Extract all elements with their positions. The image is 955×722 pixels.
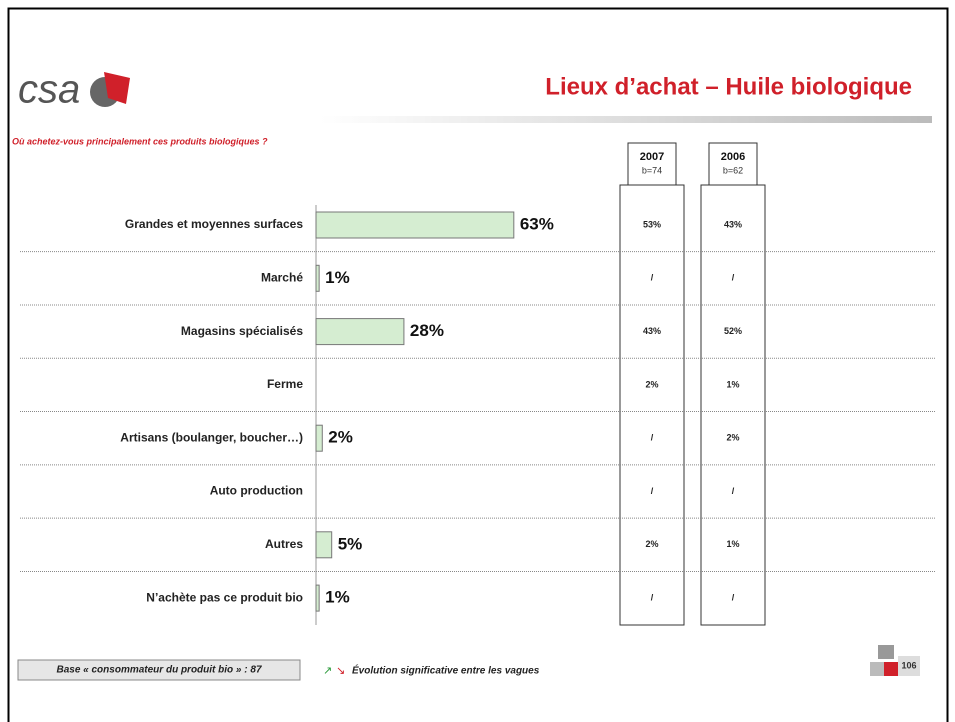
question: Où achetez-vous principalement ces produ… bbox=[12, 136, 268, 146]
bar bbox=[315, 531, 333, 559]
bar bbox=[315, 424, 323, 452]
category-label: Auto production bbox=[210, 484, 303, 498]
column-value: / bbox=[651, 433, 654, 443]
column-value: 2% bbox=[645, 379, 658, 389]
base-note: Base « consommateur du produit bio » : 8… bbox=[56, 665, 261, 676]
slide-frame bbox=[7, 7, 949, 722]
column-value: 2% bbox=[726, 433, 739, 443]
column-value: / bbox=[732, 486, 735, 496]
column-value: 53% bbox=[643, 219, 661, 229]
value-label: 1% bbox=[325, 588, 350, 607]
column-base: b=62 bbox=[723, 165, 743, 175]
page-icon bbox=[870, 662, 884, 676]
bar bbox=[315, 264, 320, 292]
column-value: / bbox=[732, 592, 735, 602]
logo-icon bbox=[104, 72, 130, 104]
column-value: 2% bbox=[645, 539, 658, 549]
column-value: / bbox=[651, 592, 654, 602]
logo-text: csa bbox=[18, 68, 80, 112]
column-value: 43% bbox=[643, 326, 661, 336]
value-label: 5% bbox=[338, 534, 363, 553]
column-year: 2007 bbox=[640, 151, 664, 163]
column-box bbox=[700, 184, 766, 626]
column-value: 1% bbox=[726, 539, 739, 549]
column-header bbox=[627, 142, 677, 186]
value-label: 1% bbox=[325, 268, 350, 287]
page-icon bbox=[898, 656, 920, 676]
base-box bbox=[17, 659, 301, 681]
arrow-down: ↘ bbox=[336, 665, 345, 677]
column-value: / bbox=[651, 486, 654, 496]
arrow-up: ↗ bbox=[323, 665, 332, 677]
column-value: 43% bbox=[724, 219, 742, 229]
category-label: Marché bbox=[261, 270, 303, 284]
column-value: 1% bbox=[726, 379, 739, 389]
category-label: Magasins spécialisés bbox=[181, 324, 303, 338]
bar bbox=[315, 211, 515, 239]
column-base: b=74 bbox=[642, 165, 662, 175]
column-value: / bbox=[732, 273, 735, 283]
column-value: 52% bbox=[724, 326, 742, 336]
value-label: 63% bbox=[520, 214, 554, 233]
category-label: Autres bbox=[265, 537, 303, 551]
category-label: Artisans (boulanger, boucher…) bbox=[120, 430, 303, 444]
column-year: 2006 bbox=[721, 151, 745, 163]
value-label: 2% bbox=[328, 428, 353, 447]
column-box bbox=[619, 184, 685, 626]
title-rule bbox=[320, 116, 932, 123]
column-value: / bbox=[651, 273, 654, 283]
column-header bbox=[708, 142, 758, 186]
value-label: 28% bbox=[410, 321, 444, 340]
category-label: Grandes et moyennes surfaces bbox=[125, 217, 303, 231]
bar bbox=[315, 318, 405, 346]
page-number: 106 bbox=[901, 660, 916, 670]
bar bbox=[315, 584, 320, 612]
page-icon bbox=[878, 645, 894, 659]
category-label: Ferme bbox=[267, 377, 303, 391]
category-label: N’achète pas ce produit bio bbox=[146, 590, 303, 604]
page-icon bbox=[884, 662, 898, 676]
legend-note: Évolution significative entre les vagues bbox=[352, 664, 540, 677]
title: Lieux d’achat – Huile biologique bbox=[545, 73, 912, 100]
